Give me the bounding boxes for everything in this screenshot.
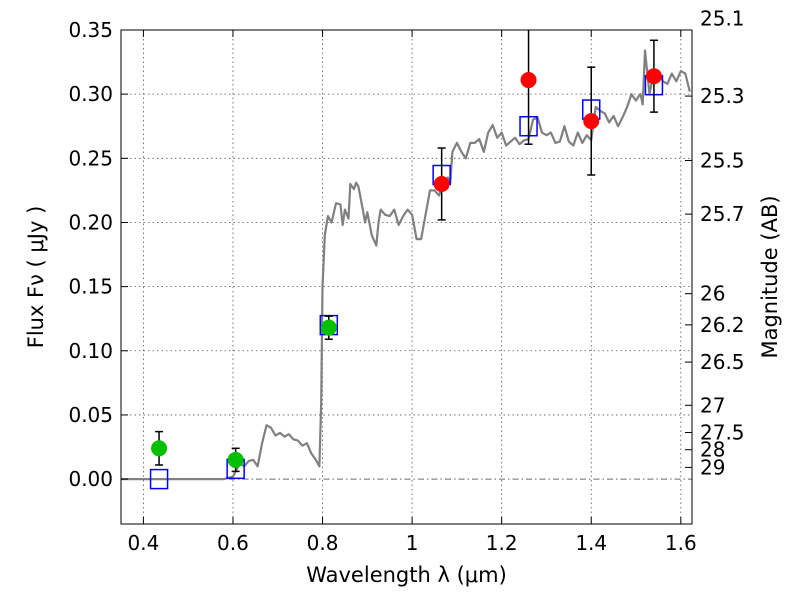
mag-tick-label: 26 <box>700 282 725 306</box>
grid-lines <box>121 29 692 524</box>
x-tick-label: 0.4 <box>127 531 159 555</box>
y-tick-label: 0.15 <box>68 275 113 299</box>
mag-tick-label: 28 <box>700 438 725 462</box>
x-axis-title: Wavelength λ (μm) <box>306 563 507 587</box>
y-tick-label: 0.25 <box>68 146 113 170</box>
observed-flux-point <box>151 440 168 457</box>
plot-frame <box>120 29 693 525</box>
mag-tick-label: 26.2 <box>700 313 745 337</box>
x-tick-label: 1.2 <box>486 531 518 555</box>
mag-tick-label: 25.5 <box>700 148 745 172</box>
photometry-markers <box>149 30 664 490</box>
observed-flux-point <box>320 319 337 336</box>
mag-tick-label: 25.3 <box>700 84 745 108</box>
mag-tick-label: 27.5 <box>700 421 745 445</box>
y-tick-label: 0.00 <box>68 467 113 491</box>
x-tick-label: 0.8 <box>307 531 339 555</box>
mag-tick-label: 26.5 <box>700 350 745 374</box>
y2-axis-title: Magnitude (AB) <box>758 195 782 358</box>
mag-tick-label: 27 <box>700 393 725 417</box>
x-tick-label: 1 <box>406 531 419 555</box>
axis-ticks: 0.4 0.6 0.8 1 1.2 1.4 1.6 0.00 0.05 0.10 0.15 0.20 0… <box>68 7 744 555</box>
y-tick-label: 0.05 <box>68 403 113 427</box>
observed-flux-point <box>433 175 450 192</box>
y-axis-title: Flux Fν ( μJy ) <box>24 206 48 349</box>
mag-tick-label: 25.7 <box>700 202 745 226</box>
y-tick-label: 0.35 <box>68 18 113 42</box>
x-tick-label: 1.4 <box>575 531 607 555</box>
observed-flux-point <box>227 451 244 468</box>
observed-flux-point <box>583 113 600 130</box>
observed-flux-point <box>645 68 662 85</box>
observed-flux-point <box>520 72 537 89</box>
y-tick-label: 0.20 <box>68 210 113 234</box>
mag-tick-label: 25.1 <box>700 7 745 31</box>
x-tick-label: 0.6 <box>217 531 249 555</box>
model-photometry-square <box>149 468 169 490</box>
y-tick-label: 0.30 <box>68 82 113 106</box>
x-tick-label: 1.6 <box>665 531 697 555</box>
mag-tick-label: 29 <box>700 455 725 479</box>
y-tick-label: 0.10 <box>68 339 113 363</box>
